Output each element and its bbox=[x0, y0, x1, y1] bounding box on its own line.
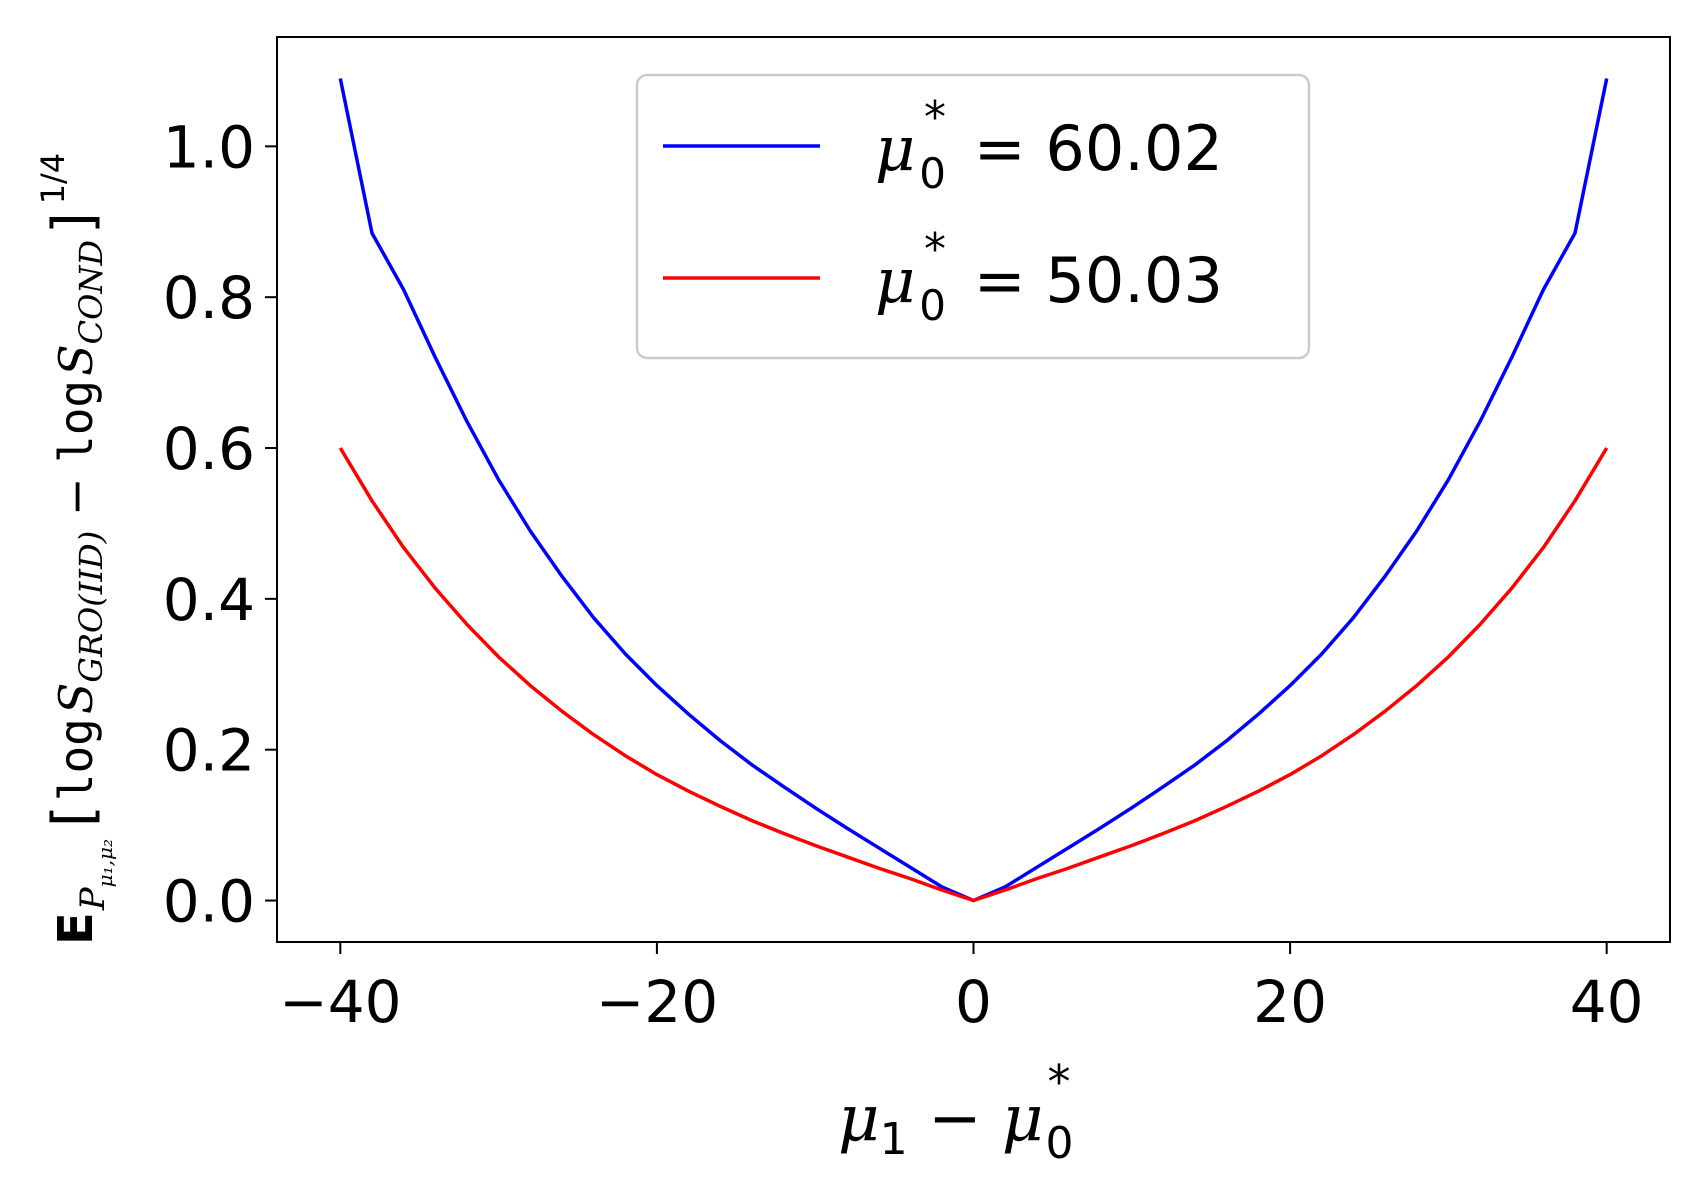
x-tick-label: −40 bbox=[279, 968, 401, 1036]
legend-label-series-2: μ0* = 50.03 bbox=[875, 224, 1223, 330]
series-line-2 bbox=[338, 447, 1609, 903]
series-layer bbox=[338, 78, 1609, 903]
plot-area: −40 −20 0 20 40 0.0 0.2 0.4 0.6 0.8 1.0 bbox=[163, 36, 1671, 1036]
y-tick-label: 0.8 bbox=[163, 264, 255, 332]
y-tick-label: 0.6 bbox=[163, 415, 255, 483]
y-tick-label: 0.2 bbox=[163, 717, 255, 785]
legend-label-series-1: μ0* = 60.02 bbox=[875, 92, 1223, 198]
svg-text:EPμ₁,μ₂[logSGRO(IID) − logSCON: EPμ₁,μ₂[logSGRO(IID) − logSCOND]1/4 bbox=[34, 153, 117, 945]
x-axis-label: μ1 − μ0* bbox=[838, 1055, 1074, 1169]
legend: μ0* = 60.02 μ0* = 50.03 bbox=[635, 73, 1311, 360]
x-tick-label: 20 bbox=[1253, 968, 1327, 1036]
x-tick-label: 0 bbox=[955, 968, 992, 1036]
x-tick-label: 40 bbox=[1570, 968, 1644, 1036]
y-axis: 0.0 0.2 0.4 0.6 0.8 1.0 bbox=[163, 113, 277, 936]
y-axis-label: EPμ₁,μ₂[logSGRO(IID) − logSCOND]1/4 bbox=[34, 153, 117, 945]
y-tick-label: 1.0 bbox=[163, 113, 255, 181]
x-tick-label: −20 bbox=[596, 968, 718, 1036]
y-tick-label: 0.0 bbox=[163, 868, 255, 936]
x-axis: −40 −20 0 20 40 bbox=[279, 942, 1644, 1036]
y-tick-label: 0.4 bbox=[163, 566, 255, 634]
